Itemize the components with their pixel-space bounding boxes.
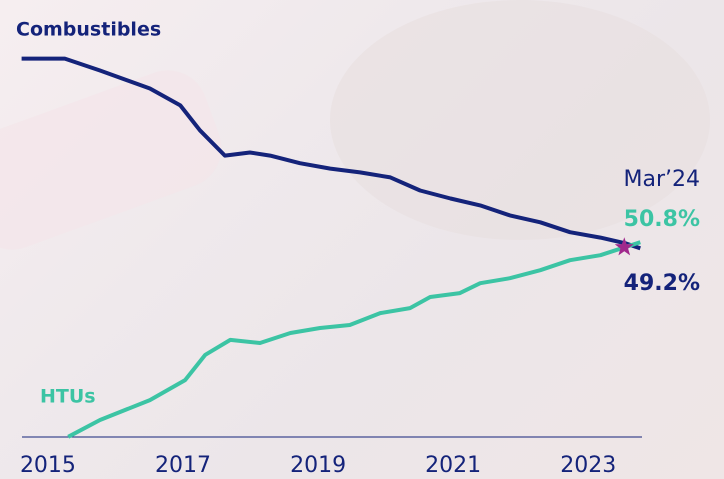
chart: Combustibles HTUs Mar’24 2015 2017 2019 202… [0,0,724,479]
x-tick-label: 2015 [20,453,76,478]
x-tick-label: 2023 [560,453,616,478]
x-tick-label: 2017 [155,453,211,478]
x-tick-label: 2021 [425,453,481,478]
x-tick-label: 2019 [290,453,346,478]
series-label: Combustibles [16,19,161,41]
series-label: HTUs [40,386,96,408]
chart-root: Combustibles HTUs Mar’24 2015 2017 2019 202… [0,0,724,479]
annotation: Mar’24 [624,167,701,192]
background-device [0,59,233,261]
series-line [68,242,640,437]
background-bowl [330,0,710,240]
value-label: 50.8% [624,207,700,232]
value-label: 49.2% [624,271,700,296]
